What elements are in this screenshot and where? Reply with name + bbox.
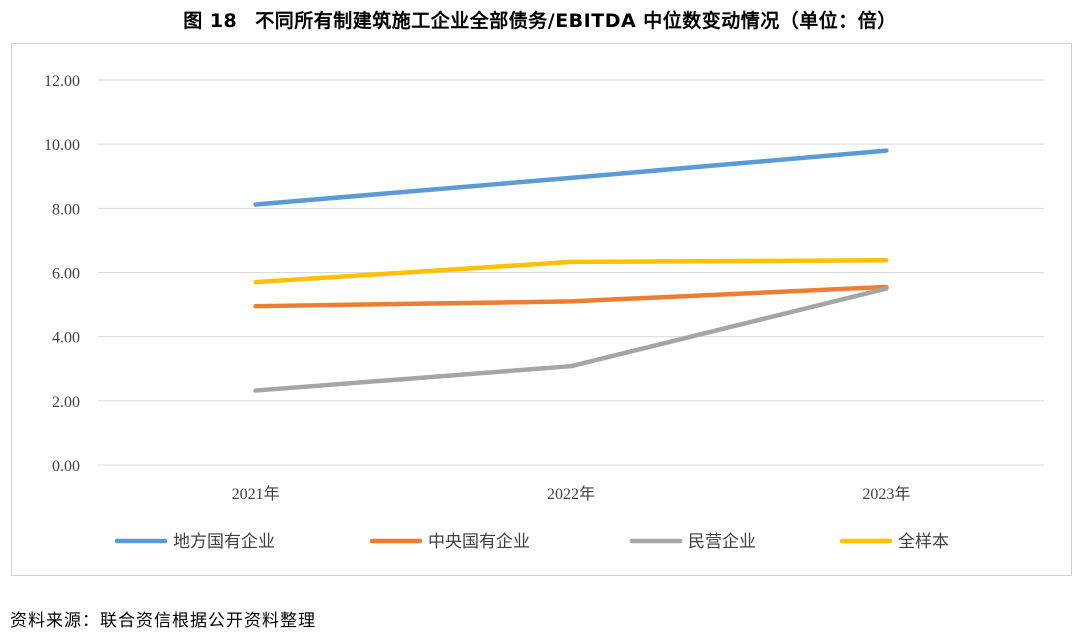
series-line bbox=[253, 258, 889, 285]
legend-label: 民营企业 bbox=[688, 532, 756, 552]
legend-label: 全样本 bbox=[898, 532, 949, 552]
y-tick-label: 2.00 bbox=[52, 394, 80, 411]
x-tick-label: 2022年 bbox=[547, 485, 595, 503]
series-line bbox=[253, 148, 889, 207]
figure-title-text: 不同所有制建筑施工企业全部债务/EBITDA 中位数变动情况（单位：倍） bbox=[255, 10, 897, 32]
legend-label: 地方国有企业 bbox=[173, 532, 275, 552]
y-tick-label: 10.00 bbox=[44, 137, 80, 154]
y-tick-label: 6.00 bbox=[52, 266, 80, 283]
y-tick-label: 8.00 bbox=[52, 201, 80, 218]
y-tick-label: 4.00 bbox=[52, 330, 80, 347]
y-tick-label: 12.00 bbox=[44, 73, 80, 90]
y-tick-label: 0.00 bbox=[52, 458, 80, 475]
line-chart: 0.00 2.00 4.00 6.00 8.00 10.00 12.00 2021年 2022年… bbox=[44, 73, 1044, 552]
chart-frame: 0.00 2.00 4.00 6.00 8.00 10.00 12.00 2021年 2022年… bbox=[11, 43, 1072, 576]
figure-title: 图 18 不同所有制建筑施工企业全部债务/EBITDA 中位数变动情况（单位：倍） bbox=[0, 6, 1080, 33]
x-tick-label: 2023年 bbox=[862, 485, 910, 503]
series-line bbox=[253, 286, 889, 393]
series-line bbox=[253, 284, 889, 309]
figure-number: 图 18 bbox=[183, 10, 238, 32]
legend-label: 中央国有企业 bbox=[428, 532, 530, 552]
x-tick-label: 2021年 bbox=[232, 485, 280, 503]
source-note: 资料来源：联合资信根据公开资料整理 bbox=[10, 611, 316, 631]
